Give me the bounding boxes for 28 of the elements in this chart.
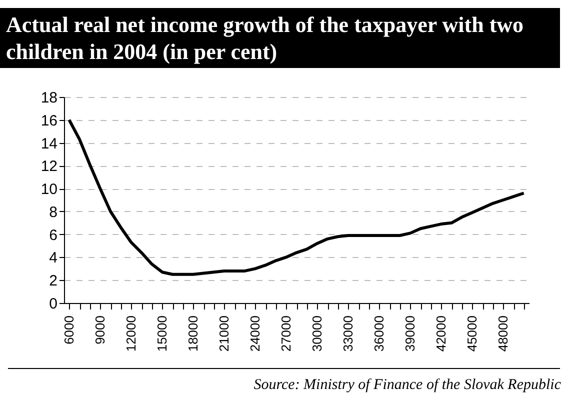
- y-tick-label: 10: [40, 181, 58, 198]
- y-tick-label: 4: [49, 250, 58, 267]
- y-tick-label: 8: [49, 204, 58, 221]
- y-tick-label: 14: [40, 135, 58, 152]
- y-tick-label: 6: [49, 226, 58, 244]
- y-tick-label: 18: [40, 90, 58, 106]
- x-tick-label: 15000: [154, 316, 170, 352]
- x-tick-label: 30000: [310, 316, 325, 352]
- x-tick-label: 24000: [248, 316, 263, 352]
- x-tick-label: 9000: [92, 316, 108, 344]
- x-tick-label: 27000: [278, 316, 294, 352]
- line-series: [68, 118, 526, 276]
- x-tick-label: 45000: [464, 316, 480, 352]
- y-tick-label: 2: [49, 272, 58, 290]
- x-tick-label: 42000: [434, 316, 449, 352]
- x-tick-label: 33000: [340, 316, 356, 352]
- x-tick-label: 48000: [496, 316, 511, 352]
- y-tick-label: 0: [49, 296, 58, 312]
- source-note: Source: Ministry of Finance of the Slovak Republic: [254, 377, 561, 394]
- x-tick-label: 12000: [124, 316, 139, 352]
- x-tick-label: 36000: [372, 316, 387, 352]
- x-tick-label: 39000: [402, 316, 418, 352]
- y-tick-label: 12: [40, 158, 58, 176]
- chart-title: Actual real net income growth of the taxpayer with two children in 2004 (in per cent): [0, 8, 560, 68]
- y-tick-label: 16: [40, 112, 58, 130]
- x-tick-label: 18000: [186, 316, 201, 352]
- x-tick-label: 21000: [216, 316, 232, 352]
- x-tick-label: 6000: [62, 316, 77, 344]
